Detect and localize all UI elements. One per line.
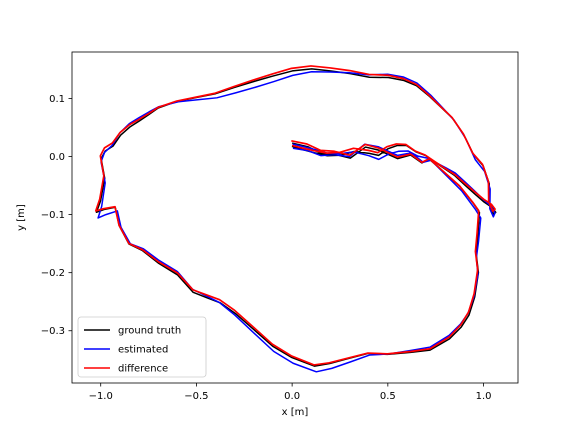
legend-label-difference: difference [118,364,168,375]
plot-area [94,65,497,373]
y-tick-label: 0.0 [49,152,65,163]
y-tick-label: −0.2 [41,268,65,279]
x-tick-label: −0.5 [184,391,208,402]
x-tick-label: 0.0 [284,391,300,402]
ticks: −1.0 −0.5 0.0 0.5 1.0 −0.3 −0.2 −0.1 0.0 0.1 [41,94,492,402]
legend-box [77,316,207,378]
y-tick-label: 0.1 [49,94,65,105]
x-axis-label: x [m] [282,407,309,418]
y-axis-label: y [m] [16,204,27,231]
x-tick-label: 0.5 [380,391,396,402]
y-tick-label: −0.1 [41,210,65,221]
y-tick-label: −0.3 [41,326,65,337]
legend: ground truth estimated difference [77,316,207,378]
legend-label-estimated: estimated [118,345,168,356]
x-tick-label: −1.0 [89,391,113,402]
axes-frame [71,51,519,384]
trajectory-line-difference [94,65,496,366]
legend-label-ground-truth: ground truth [118,326,181,337]
x-tick-label: 1.0 [476,391,492,402]
